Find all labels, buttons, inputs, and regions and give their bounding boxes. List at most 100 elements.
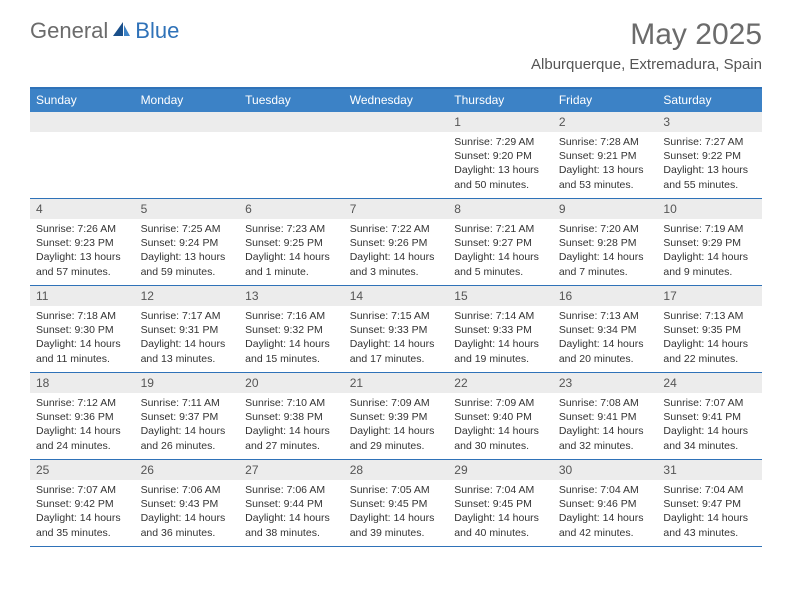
calendar-cell: 8Sunrise: 7:21 AMSunset: 9:27 PMDaylight…: [448, 199, 553, 285]
daylight-text: and 55 minutes.: [663, 178, 756, 192]
calendar-cell: 7Sunrise: 7:22 AMSunset: 9:26 PMDaylight…: [344, 199, 449, 285]
daylight-text: and 7 minutes.: [559, 265, 652, 279]
sunset-text: Sunset: 9:36 PM: [36, 410, 129, 424]
sunrise-text: Sunrise: 7:10 AM: [245, 396, 338, 410]
title-block: May 2025 Alburquerque, Extremadura, Spai…: [531, 18, 762, 73]
location-text: Alburquerque, Extremadura, Spain: [531, 56, 762, 73]
daylight-text: Daylight: 14 hours: [663, 337, 756, 351]
daylight-text: and 27 minutes.: [245, 439, 338, 453]
calendar-cell: 27Sunrise: 7:06 AMSunset: 9:44 PMDayligh…: [239, 460, 344, 546]
day-number: 21: [344, 373, 449, 393]
day-number: 24: [657, 373, 762, 393]
sunset-text: Sunset: 9:27 PM: [454, 236, 547, 250]
sunrise-text: Sunrise: 7:22 AM: [350, 222, 443, 236]
day-details: Sunrise: 7:14 AMSunset: 9:33 PMDaylight:…: [448, 309, 553, 366]
daylight-text: Daylight: 14 hours: [663, 250, 756, 264]
sunrise-text: Sunrise: 7:26 AM: [36, 222, 129, 236]
day-number: 22: [448, 373, 553, 393]
day-details: Sunrise: 7:07 AMSunset: 9:41 PMDaylight:…: [657, 396, 762, 453]
day-details: Sunrise: 7:06 AMSunset: 9:44 PMDaylight:…: [239, 483, 344, 540]
day-number: 18: [30, 373, 135, 393]
sunset-text: Sunset: 9:43 PM: [141, 497, 234, 511]
sunset-text: Sunset: 9:40 PM: [454, 410, 547, 424]
daylight-text: Daylight: 14 hours: [663, 424, 756, 438]
day-number: 6: [239, 199, 344, 219]
day-details: Sunrise: 7:26 AMSunset: 9:23 PMDaylight:…: [30, 222, 135, 279]
day-number: 11: [30, 286, 135, 306]
calendar-cell: 5Sunrise: 7:25 AMSunset: 9:24 PMDaylight…: [135, 199, 240, 285]
logo-sail-icon: [111, 20, 131, 43]
day-details: Sunrise: 7:17 AMSunset: 9:31 PMDaylight:…: [135, 309, 240, 366]
daylight-text: Daylight: 14 hours: [141, 511, 234, 525]
daylight-text: Daylight: 13 hours: [663, 163, 756, 177]
calendar-cell: 4Sunrise: 7:26 AMSunset: 9:23 PMDaylight…: [30, 199, 135, 285]
calendar-cell: 26Sunrise: 7:06 AMSunset: 9:43 PMDayligh…: [135, 460, 240, 546]
sunset-text: Sunset: 9:41 PM: [663, 410, 756, 424]
weekday-header: Saturday: [657, 89, 762, 112]
daylight-text: Daylight: 14 hours: [350, 250, 443, 264]
daylight-text: and 53 minutes.: [559, 178, 652, 192]
sunrise-text: Sunrise: 7:04 AM: [454, 483, 547, 497]
calendar-cell: 9Sunrise: 7:20 AMSunset: 9:28 PMDaylight…: [553, 199, 658, 285]
sunset-text: Sunset: 9:33 PM: [350, 323, 443, 337]
day-details: Sunrise: 7:15 AMSunset: 9:33 PMDaylight:…: [344, 309, 449, 366]
day-details: Sunrise: 7:05 AMSunset: 9:45 PMDaylight:…: [344, 483, 449, 540]
sunrise-text: Sunrise: 7:20 AM: [559, 222, 652, 236]
calendar-cell: 19Sunrise: 7:11 AMSunset: 9:37 PMDayligh…: [135, 373, 240, 459]
daylight-text: Daylight: 14 hours: [245, 337, 338, 351]
day-details: Sunrise: 7:25 AMSunset: 9:24 PMDaylight:…: [135, 222, 240, 279]
calendar-cell: 24 Sunrise: 7:07 AMSunset: 9:41 PMDayligh…: [657, 373, 762, 459]
day-details: Sunrise: 7:08 AMSunset: 9:41 PMDaylight:…: [553, 396, 658, 453]
daylight-text: Daylight: 13 hours: [559, 163, 652, 177]
calendar-cell: 29 Sunrise: 7:04 AMSunset: 9:45 PMDayligh…: [448, 460, 553, 546]
daylight-text: and 43 minutes.: [663, 526, 756, 540]
weekday-header: Friday: [553, 89, 658, 112]
daylight-text: and 22 minutes.: [663, 352, 756, 366]
weekday-header: Wednesday: [344, 89, 449, 112]
calendar-cell: 11Sunrise: 7:18 AMSunset: 9:30 PMDayligh…: [30, 286, 135, 372]
day-number: 19: [135, 373, 240, 393]
daylight-text: Daylight: 13 hours: [36, 250, 129, 264]
sunrise-text: Sunrise: 7:25 AM: [141, 222, 234, 236]
day-number: [239, 112, 344, 132]
calendar-cell: 3Sunrise: 7:27 AMSunset: 9:22 PMDaylight…: [657, 112, 762, 198]
day-number: 3: [657, 112, 762, 132]
calendar-cell: 25Sunrise: 7:07 AMSunset: 9:42 PMDayligh…: [30, 460, 135, 546]
sunset-text: Sunset: 9:46 PM: [559, 497, 652, 511]
daylight-text: and 17 minutes.: [350, 352, 443, 366]
sunset-text: Sunset: 9:30 PM: [36, 323, 129, 337]
daylight-text: and 32 minutes.: [559, 439, 652, 453]
daylight-text: and 5 minutes.: [454, 265, 547, 279]
calendar-cell: 10Sunrise: 7:19 AMSunset: 9:29 PMDayligh…: [657, 199, 762, 285]
sunset-text: Sunset: 9:32 PM: [245, 323, 338, 337]
sunset-text: Sunset: 9:47 PM: [663, 497, 756, 511]
daylight-text: Daylight: 14 hours: [245, 511, 338, 525]
day-number: 8: [448, 199, 553, 219]
daylight-text: Daylight: 14 hours: [141, 424, 234, 438]
daylight-text: Daylight: 14 hours: [454, 250, 547, 264]
day-number: 9: [553, 199, 658, 219]
day-details: Sunrise: 7:04 AMSunset: 9:45 PMDaylight:…: [448, 483, 553, 540]
sunset-text: Sunset: 9:33 PM: [454, 323, 547, 337]
sunset-text: Sunset: 9:22 PM: [663, 149, 756, 163]
calendar-cell: 18Sunrise: 7:12 AMSunset: 9:36 PMDayligh…: [30, 373, 135, 459]
calendar-cell: 21 Sunrise: 7:09 AMSunset: 9:39 PMDayligh…: [344, 373, 449, 459]
day-number: 14: [344, 286, 449, 306]
day-details: Sunrise: 7:07 AMSunset: 9:42 PMDaylight:…: [30, 483, 135, 540]
sunset-text: Sunset: 9:21 PM: [559, 149, 652, 163]
logo-text-blue: Blue: [135, 18, 179, 44]
daylight-text: and 36 minutes.: [141, 526, 234, 540]
sunset-text: Sunset: 9:23 PM: [36, 236, 129, 250]
sunrise-text: Sunrise: 7:18 AM: [36, 309, 129, 323]
daylight-text: and 40 minutes.: [454, 526, 547, 540]
day-details: Sunrise: 7:22 AMSunset: 9:26 PMDaylight:…: [344, 222, 449, 279]
calendar-cell: 17Sunrise: 7:13 AMSunset: 9:35 PMDayligh…: [657, 286, 762, 372]
sunrise-text: Sunrise: 7:15 AM: [350, 309, 443, 323]
sunrise-text: Sunrise: 7:07 AM: [663, 396, 756, 410]
sunset-text: Sunset: 9:26 PM: [350, 236, 443, 250]
day-details: Sunrise: 7:09 AMSunset: 9:39 PMDaylight:…: [344, 396, 449, 453]
calendar-week: 1Sunrise: 7:29 AMSunset: 9:20 PMDaylight…: [30, 112, 762, 199]
day-number: [135, 112, 240, 132]
day-number: 2: [553, 112, 658, 132]
day-number: 29: [448, 460, 553, 480]
